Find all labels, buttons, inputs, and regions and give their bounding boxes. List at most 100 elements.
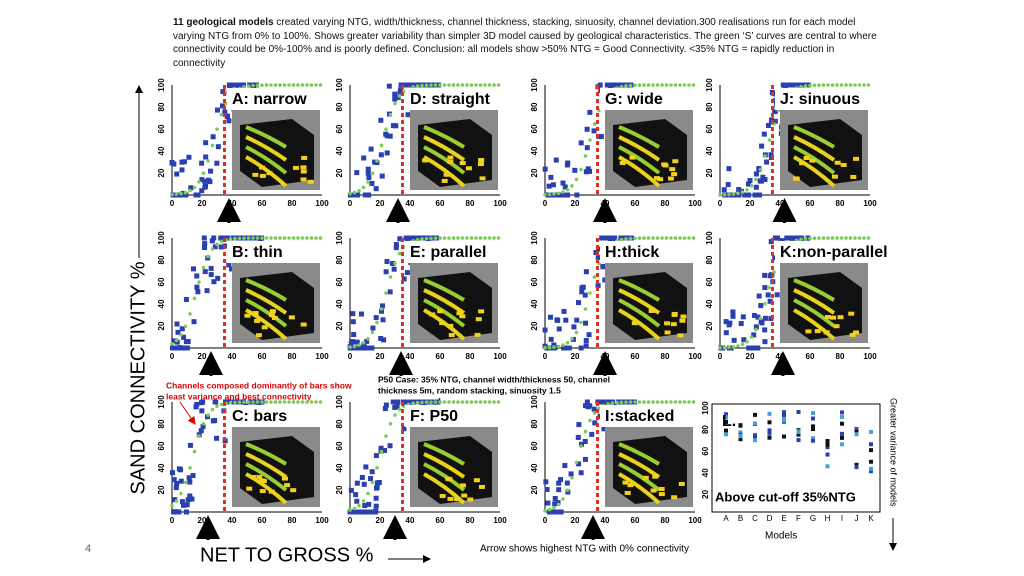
y-tick-label: 60 <box>530 441 539 450</box>
decor-dot <box>547 509 553 515</box>
s-curve <box>691 83 696 87</box>
decor-dot <box>185 339 191 345</box>
x-tick-label: 100 <box>315 516 329 525</box>
decor-dot <box>589 431 595 437</box>
decor-dot <box>179 167 185 173</box>
decor-dot <box>584 399 590 405</box>
decor-dot <box>210 134 216 140</box>
decor-dot <box>390 399 396 405</box>
decor-dot <box>592 420 598 426</box>
x-tick-label: 80 <box>661 199 670 208</box>
decor-dot <box>358 311 364 317</box>
decor-dot <box>363 509 369 515</box>
bars-note: Channels composed dominantly of bars sho… <box>166 380 352 390</box>
s-curve <box>375 466 379 470</box>
x-tick-label: 40 <box>228 516 237 525</box>
decor-dot <box>548 336 554 342</box>
decor-dot <box>228 266 234 272</box>
bar-deposit <box>254 318 261 323</box>
decor-dot <box>175 329 181 335</box>
y-tick-label: 60 <box>335 441 344 450</box>
decor-dot <box>762 272 768 278</box>
s-curve <box>718 193 722 197</box>
y-tick-label: 80 <box>705 102 714 111</box>
s-curve <box>642 400 646 404</box>
y-tick-label: 20 <box>335 485 344 494</box>
decor-dot <box>211 235 217 241</box>
s-curve <box>465 236 469 240</box>
s-curve <box>429 83 433 87</box>
s-curve <box>826 83 830 87</box>
decor-dot <box>745 181 751 187</box>
s-curve <box>799 237 803 242</box>
decor-dot <box>726 166 732 172</box>
decor-dot <box>235 82 241 88</box>
decor-dot <box>583 169 589 175</box>
decor-dot <box>379 308 385 314</box>
decor-dot <box>753 192 759 198</box>
s-curve <box>853 83 857 87</box>
s-curve <box>255 83 260 88</box>
s-curve <box>633 400 637 404</box>
channel <box>793 155 836 188</box>
decor-dot <box>386 83 392 89</box>
bar-deposit <box>465 166 472 171</box>
decor-dot <box>576 461 582 467</box>
decor-dot <box>171 477 177 483</box>
decor-dot <box>362 502 368 508</box>
y-tick-label: 100 <box>157 78 166 92</box>
s-curve <box>206 159 210 163</box>
decor-dot <box>405 112 411 118</box>
s-curve <box>264 400 269 404</box>
s-curve <box>397 251 402 256</box>
decor-dot <box>408 235 414 241</box>
x-tick-label: 80 <box>466 199 475 208</box>
decor-dot <box>179 326 185 332</box>
y-tick-label: 80 <box>701 425 710 434</box>
s-curve <box>592 122 597 126</box>
channel <box>618 125 661 149</box>
decor-dot <box>546 183 552 189</box>
decor-dot <box>194 273 200 279</box>
decor-dot <box>738 321 744 327</box>
decor-dot <box>556 480 562 486</box>
s-curve <box>460 83 465 87</box>
s-curve <box>318 400 323 404</box>
x-tick-label: 20 <box>198 352 207 361</box>
decor-dot <box>562 184 568 190</box>
decor-dot <box>811 438 815 443</box>
s-curve <box>574 330 579 335</box>
decor-dot <box>179 499 185 505</box>
s-curve <box>754 177 758 182</box>
decor-dot <box>195 289 201 295</box>
channel <box>793 145 836 175</box>
s-curve <box>420 83 424 88</box>
y-tick-label: 80 <box>530 419 539 428</box>
decor-dot <box>354 170 360 176</box>
x-tick-label: 60 <box>258 352 267 361</box>
s-curve <box>201 171 206 176</box>
bar-deposit <box>662 163 669 168</box>
decor-dot <box>756 293 762 299</box>
y-tick-label: 100 <box>335 231 344 245</box>
bar-deposit <box>259 165 266 170</box>
bar-deposit <box>833 324 840 329</box>
decor-dot <box>608 85 614 91</box>
x-tick-label: 80 <box>288 352 297 361</box>
decor-dot <box>575 300 581 306</box>
channel <box>793 298 836 328</box>
decor-dot <box>366 509 372 515</box>
decor-dot <box>545 500 551 506</box>
panel-label: C: bars <box>232 408 287 425</box>
decor-dot <box>184 502 190 508</box>
decor-dot <box>405 238 411 244</box>
decor-dot <box>199 188 205 194</box>
y-tick-label: 100 <box>530 231 539 245</box>
decor-dot <box>585 166 591 172</box>
decor-dot <box>753 171 759 177</box>
s-curve <box>664 400 669 404</box>
x-tick-label: 60 <box>258 516 267 525</box>
s-curve <box>370 330 375 335</box>
label-bg <box>405 241 503 263</box>
s-curve <box>758 316 763 321</box>
